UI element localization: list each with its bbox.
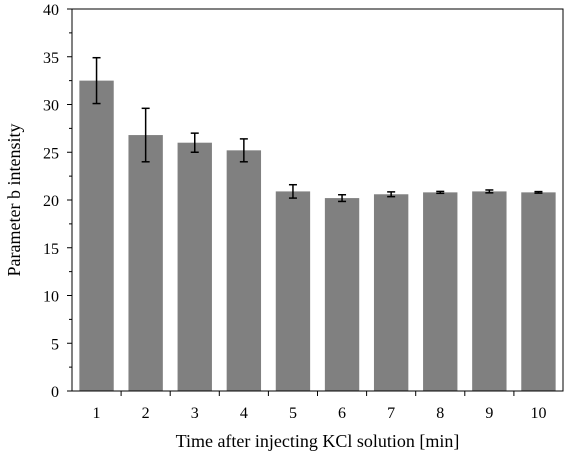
y-tick-label-30: 30 [43,98,59,115]
error-bar-4 [239,138,248,163]
y-tick-label-20: 20 [43,193,59,210]
error-bar-1 [92,56,101,105]
y-tick-label-40: 40 [43,2,59,19]
bar-3 [177,142,212,391]
x-axis-label: Time after injecting KCl solution [min] [176,431,460,451]
x-tick-label-8: 8 [436,405,444,422]
y-tick-label-10: 10 [43,289,59,306]
bars-group [79,80,556,391]
error-bar-6 [338,193,347,203]
error-bar-9 [485,189,494,194]
x-tick-label-2: 2 [142,405,150,422]
x-tick-label-7: 7 [387,405,395,422]
x-axis-ticks: 1 2 3 4 5 6 7 8 9 10 [93,391,546,422]
x-tick-label-1: 1 [93,405,101,422]
error-bar-3 [190,132,199,153]
bar-7 [373,194,409,391]
y-tick-label-25: 25 [43,145,59,162]
bar-6 [324,198,360,391]
x-tick-label-6: 6 [338,405,346,422]
bar-10 [521,192,556,391]
bar-1 [79,80,114,391]
x-tick-label-4: 4 [240,405,248,422]
x-tick-label-5: 5 [289,405,297,422]
bar-5 [275,191,311,391]
error-bar-7 [387,191,396,198]
bar-8 [423,192,458,391]
y-axis-label: Parameter b intensity [4,124,24,277]
error-bar-10 [534,190,543,194]
y-tick-label-15: 15 [43,241,59,258]
y-axis-ticks: 0 5 10 15 20 25 30 35 40 [43,2,72,401]
x-tick-label-10: 10 [530,405,546,422]
y-tick-label-5: 5 [51,336,59,353]
error-bar-5 [288,183,297,199]
bar-4 [226,150,262,391]
error-bars-group [92,56,543,203]
x-tick-label-9: 9 [485,405,493,422]
error-bar-8 [436,190,445,195]
y-tick-label-0: 0 [51,384,59,401]
error-bar-2 [141,107,150,163]
bar-9 [472,191,507,391]
y-tick-label-35: 35 [43,50,59,67]
x-tick-label-3: 3 [191,405,199,422]
bar-2 [128,135,163,391]
